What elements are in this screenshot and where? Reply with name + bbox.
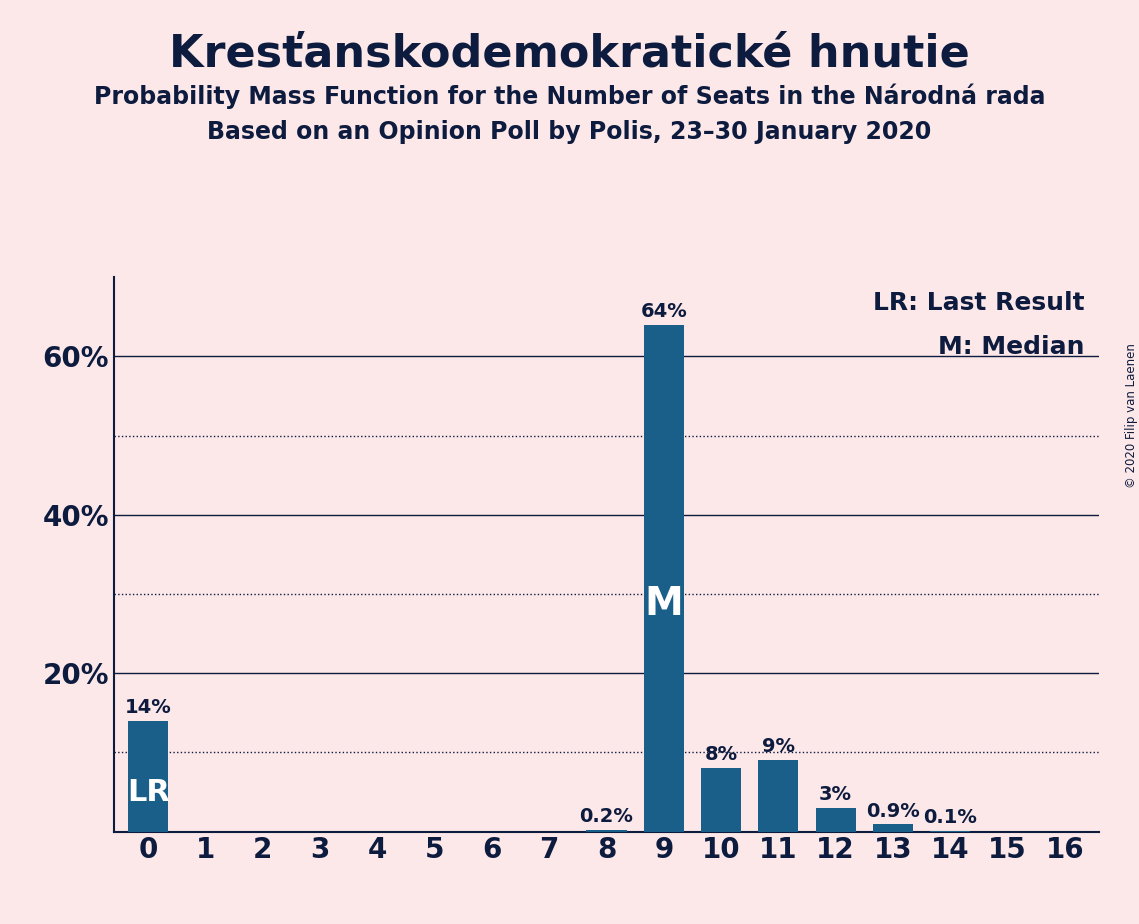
Text: © 2020 Filip van Laenen: © 2020 Filip van Laenen (1124, 344, 1138, 488)
Text: Kresťanskodemokratické hnutie: Kresťanskodemokratické hnutie (169, 32, 970, 76)
Text: M: M (645, 585, 683, 623)
Text: 14%: 14% (125, 698, 172, 717)
Bar (587, 830, 626, 832)
Text: 3%: 3% (819, 784, 852, 804)
Text: LR: LR (126, 778, 170, 808)
Bar (644, 324, 683, 832)
Bar (759, 760, 798, 832)
Text: LR: Last Result: LR: Last Result (872, 291, 1084, 315)
Text: 0.1%: 0.1% (924, 808, 977, 827)
Text: 64%: 64% (640, 302, 687, 321)
Bar (129, 721, 169, 832)
Text: 0.2%: 0.2% (580, 807, 633, 826)
Bar (700, 768, 741, 832)
Text: Based on an Opinion Poll by Polis, 23–30 January 2020: Based on an Opinion Poll by Polis, 23–30… (207, 120, 932, 144)
Text: 8%: 8% (705, 746, 738, 764)
Bar (816, 808, 855, 832)
Text: 9%: 9% (762, 737, 795, 757)
Bar (872, 824, 913, 832)
Text: 0.9%: 0.9% (866, 801, 920, 821)
Text: M: Median: M: Median (937, 335, 1084, 359)
Text: Probability Mass Function for the Number of Seats in the Národná rada: Probability Mass Function for the Number… (93, 83, 1046, 109)
